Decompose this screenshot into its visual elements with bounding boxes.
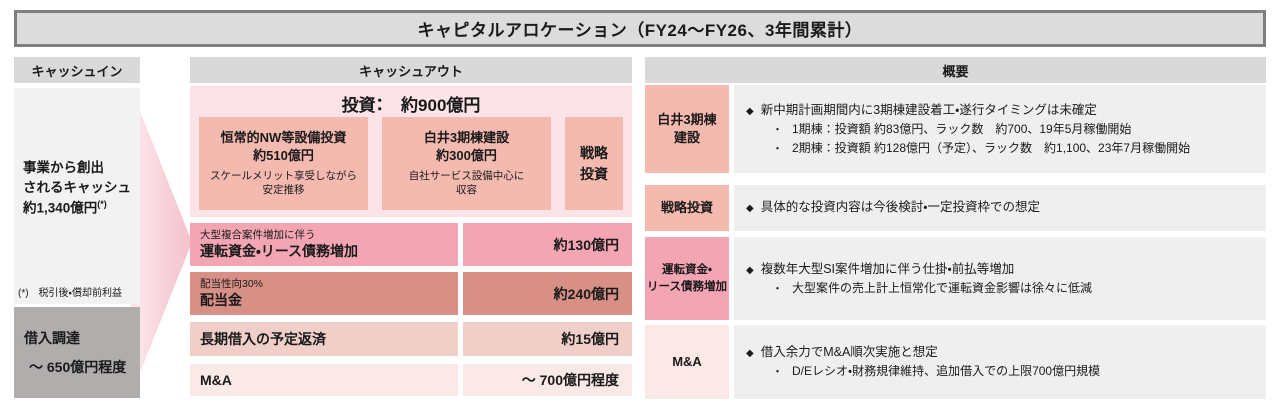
cash-in-header-label: キャッシュイン [31, 63, 123, 79]
cash-out-header-label: キャッシュアウト [359, 63, 463, 79]
row-dividend-value: 約240億円 [463, 272, 632, 315]
slide-title-text: キャピタルアロケーション（FY24～FY26、3年間累計） [417, 21, 863, 40]
borrowing-amount: ～ 650億円程度 [29, 359, 127, 375]
overview-content-strategic-investment: ◆ 具体的な投資内容は今後検討・一定投資枠での想定 [734, 185, 1266, 231]
row-ma-label: M&A [190, 364, 458, 396]
overview-label-shirai-building: 白井3期棟 建設 [645, 85, 729, 173]
nw-equipment-amount: 約510億円 [253, 147, 314, 163]
operating-cash-amount: 約1,340億円 [23, 200, 98, 216]
overview-sub-bullet-text: 1期棟：投資額 約83億円、ラック数 約700、19年5月稼働開始 [792, 122, 1132, 137]
dot-bullet-icon: ・ [772, 366, 783, 379]
row-dividend-label: 配当性向30% 配当金 [190, 272, 458, 315]
overview-bullet-text: 借入余力でM&A順次実施と想定 [760, 345, 938, 360]
investment-shirai-building-box: 白井3期棟建設 約300億円 自社サービス設備中心に 収容 [382, 117, 551, 210]
overview-header: 概要 [645, 57, 1266, 83]
overview-content-working-capital: ◆ 複数年大型SI案件増加に伴う仕掛・前払等増加 ・ 大型案件の売上計上恒常化で… [734, 237, 1266, 320]
row-loan-repayment-label: 長期借入の予定返済 [190, 322, 458, 356]
overview-content-shirai-building: ◆ 新中期計画期間内に3期棟建設着工・遂行タイミングは未確定 ・ 1期棟：投資額… [734, 85, 1266, 173]
investment-title: 投資： 約900億円 [341, 96, 481, 115]
row-loan-repayment-value: 約15億円 [463, 322, 632, 356]
overview-label-working-capital: 運転資金・ リース債務増加 [645, 237, 729, 320]
nw-equipment-desc: スケールメリット享受しながら 安定推移 [210, 170, 357, 197]
investment-nw-equipment-box: 恒常的NW等設備投資 約510億円 スケールメリット享受しながら 安定推移 [199, 117, 368, 210]
operating-cash-box: 事業から創出 されるキャッシュ 約1,340億円(*) [14, 88, 140, 304]
overview-bullet-text: 具体的な投資内容は今後検討・一定投資枠での想定 [760, 200, 1040, 215]
cash-out-header: キャッシュアウト [190, 57, 632, 83]
dot-bullet-icon: ・ [772, 142, 783, 155]
overview-content-ma: ◆ 借入余力でM&A順次実施と想定 ・ D/Eレシオ・財務規律維持、追加借入での… [734, 325, 1266, 399]
overview-label-ma: M&A [645, 325, 729, 399]
shirai-building-amount: 約300億円 [436, 147, 497, 163]
overview-header-label: 概要 [942, 63, 969, 79]
diamond-bullet-icon: ◆ [746, 264, 754, 276]
shirai-building-name: 白井3期棟建設 約300億円 [423, 130, 510, 163]
footnote: (*) 税引後・償却前利益 [18, 288, 122, 299]
slide-title: キャピタルアロケーション（FY24～FY26、3年間累計） [14, 10, 1266, 47]
cash-in-header: キャッシュイン [14, 57, 140, 83]
row-working-capital-label: 大型複合案件増加に伴う 運転資金・リース債務増加 [190, 223, 458, 266]
operating-cash-text: 事業から創出 されるキャッシュ 約1,340億円(*) [23, 160, 131, 216]
overview-sub-bullet-text: D/Eレシオ・財務規律維持、追加借入での上限700億円規模 [792, 364, 1101, 379]
shirai-building-desc: 自社サービス設備中心に 収容 [408, 170, 525, 197]
overview-sub-bullet-text: 大型案件の売上計上恒常化で運転資金影響は徐々に低減 [792, 280, 1093, 295]
strategic-investment-label: 戦略 投資 [580, 144, 608, 182]
diamond-bullet-icon: ◆ [746, 105, 754, 117]
investment-box: 投資： 約900億円 恒常的NW等設備投資 約510億円 スケールメリット享受し… [190, 86, 632, 217]
overview-bullet-text: 新中期計画期間内に3期棟建設着工・遂行タイミングは未確定 [760, 102, 1097, 117]
diamond-bullet-icon: ◆ [746, 203, 754, 215]
diamond-bullet-icon: ◆ [746, 348, 754, 360]
nw-equipment-name: 恒常的NW等設備投資 約510億円 [220, 130, 347, 163]
investment-strategic-box: 戦略 投資 [565, 117, 623, 210]
borrowing-box: 借入調達 ～ 650億円程度 [14, 307, 140, 398]
row-ma-value: ～ 700億円程度 [463, 364, 632, 396]
overview-label-strategic-investment: 戦略投資 [645, 185, 729, 231]
dot-bullet-icon: ・ [772, 282, 783, 295]
row-working-capital-value: 約130億円 [463, 223, 632, 266]
overview-sub-bullet-text: 2期棟：投資額 約128億円（予定）、ラック数 約1,100、23年7月稼働開始 [792, 140, 1191, 155]
dot-bullet-icon: ・ [772, 124, 783, 137]
borrowing-title: 借入調達 [24, 330, 80, 346]
overview-bullet-text: 複数年大型SI案件増加に伴う仕掛・前払等増加 [760, 261, 1015, 276]
footnote-marker: (*) [97, 198, 107, 209]
